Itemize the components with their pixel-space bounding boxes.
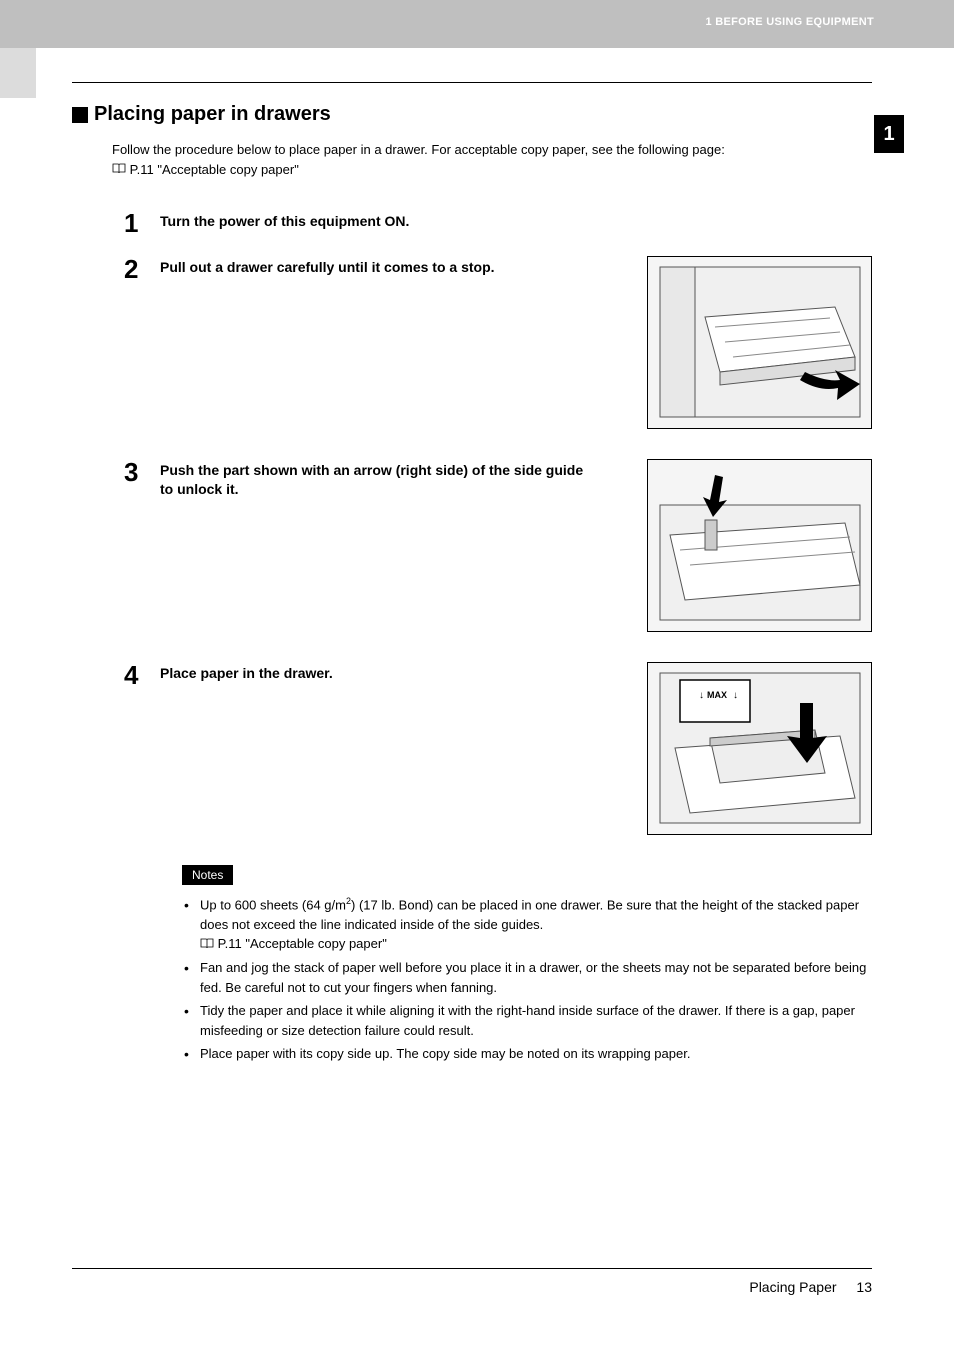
header-band: 1 BEFORE USING EQUIPMENT xyxy=(0,0,954,48)
section-title-text: Placing paper in drawers xyxy=(94,103,331,126)
step-number: 4 xyxy=(124,662,160,688)
footer-title: Placing Paper xyxy=(749,1279,836,1295)
left-accent-band xyxy=(0,48,36,98)
book-icon xyxy=(200,935,214,955)
page-content: Placing paper in drawers Follow the proc… xyxy=(72,82,872,1068)
intro-ref-text: P.11 "Acceptable copy paper" xyxy=(126,162,299,177)
step-1: 1 Turn the power of this equipment ON. xyxy=(124,210,872,236)
step-number: 2 xyxy=(124,256,160,282)
step-2: 2 Pull out a drawer carefully until it c… xyxy=(124,256,872,429)
book-icon xyxy=(112,160,126,180)
section-title: Placing paper in drawers xyxy=(72,103,872,126)
step-title: Place paper in the drawer. xyxy=(160,664,600,684)
step-3: 3 Push the part shown with an arrow (rig… xyxy=(124,459,872,632)
notes-section: Notes Up to 600 sheets (64 g/m2) (17 lb.… xyxy=(182,865,872,1064)
intro-paragraph: Follow the procedure below to place pape… xyxy=(112,140,872,180)
step-2-figure xyxy=(647,256,872,429)
step-number: 1 xyxy=(124,210,160,236)
place-paper-illustration-icon: ↓ MAX ↓ xyxy=(655,668,865,828)
notes-label: Notes xyxy=(182,865,233,885)
svg-text:↓: ↓ xyxy=(733,690,738,701)
step-title: Turn the power of this equipment ON. xyxy=(160,212,600,232)
note-item: Up to 600 sheets (64 g/m2) (17 lb. Bond)… xyxy=(182,895,872,955)
side-guide-unlock-illustration-icon xyxy=(655,465,865,625)
intro-line: Follow the procedure below to place pape… xyxy=(112,140,872,160)
svg-text:↓: ↓ xyxy=(699,690,704,701)
step-title: Pull out a drawer carefully until it com… xyxy=(160,258,600,278)
step-number: 3 xyxy=(124,459,160,485)
page-footer: Placing Paper 13 xyxy=(72,1268,872,1295)
intro-reference: P.11 "Acceptable copy paper" xyxy=(112,160,872,180)
drawer-pull-illustration-icon xyxy=(655,262,865,422)
step-title: Push the part shown with an arrow (right… xyxy=(160,461,600,500)
page-number: 13 xyxy=(856,1279,872,1295)
notes-list: Up to 600 sheets (64 g/m2) (17 lb. Bond)… xyxy=(182,895,872,1064)
note-item: Tidy the paper and place it while aligni… xyxy=(182,1001,872,1040)
note-item: Fan and jog the stack of paper well befo… xyxy=(182,958,872,997)
note-item: Place paper with its copy side up. The c… xyxy=(182,1044,872,1064)
step-4: 4 Place paper in the drawer. ↓ MAX ↓ xyxy=(124,662,872,835)
chapter-tab: 1 xyxy=(874,115,904,153)
svg-text:MAX: MAX xyxy=(707,690,727,700)
section-bullet-icon xyxy=(72,107,88,123)
step-3-figure xyxy=(647,459,872,632)
step-4-figure: ↓ MAX ↓ xyxy=(647,662,872,835)
chapter-label: 1 BEFORE USING EQUIPMENT xyxy=(705,16,874,28)
